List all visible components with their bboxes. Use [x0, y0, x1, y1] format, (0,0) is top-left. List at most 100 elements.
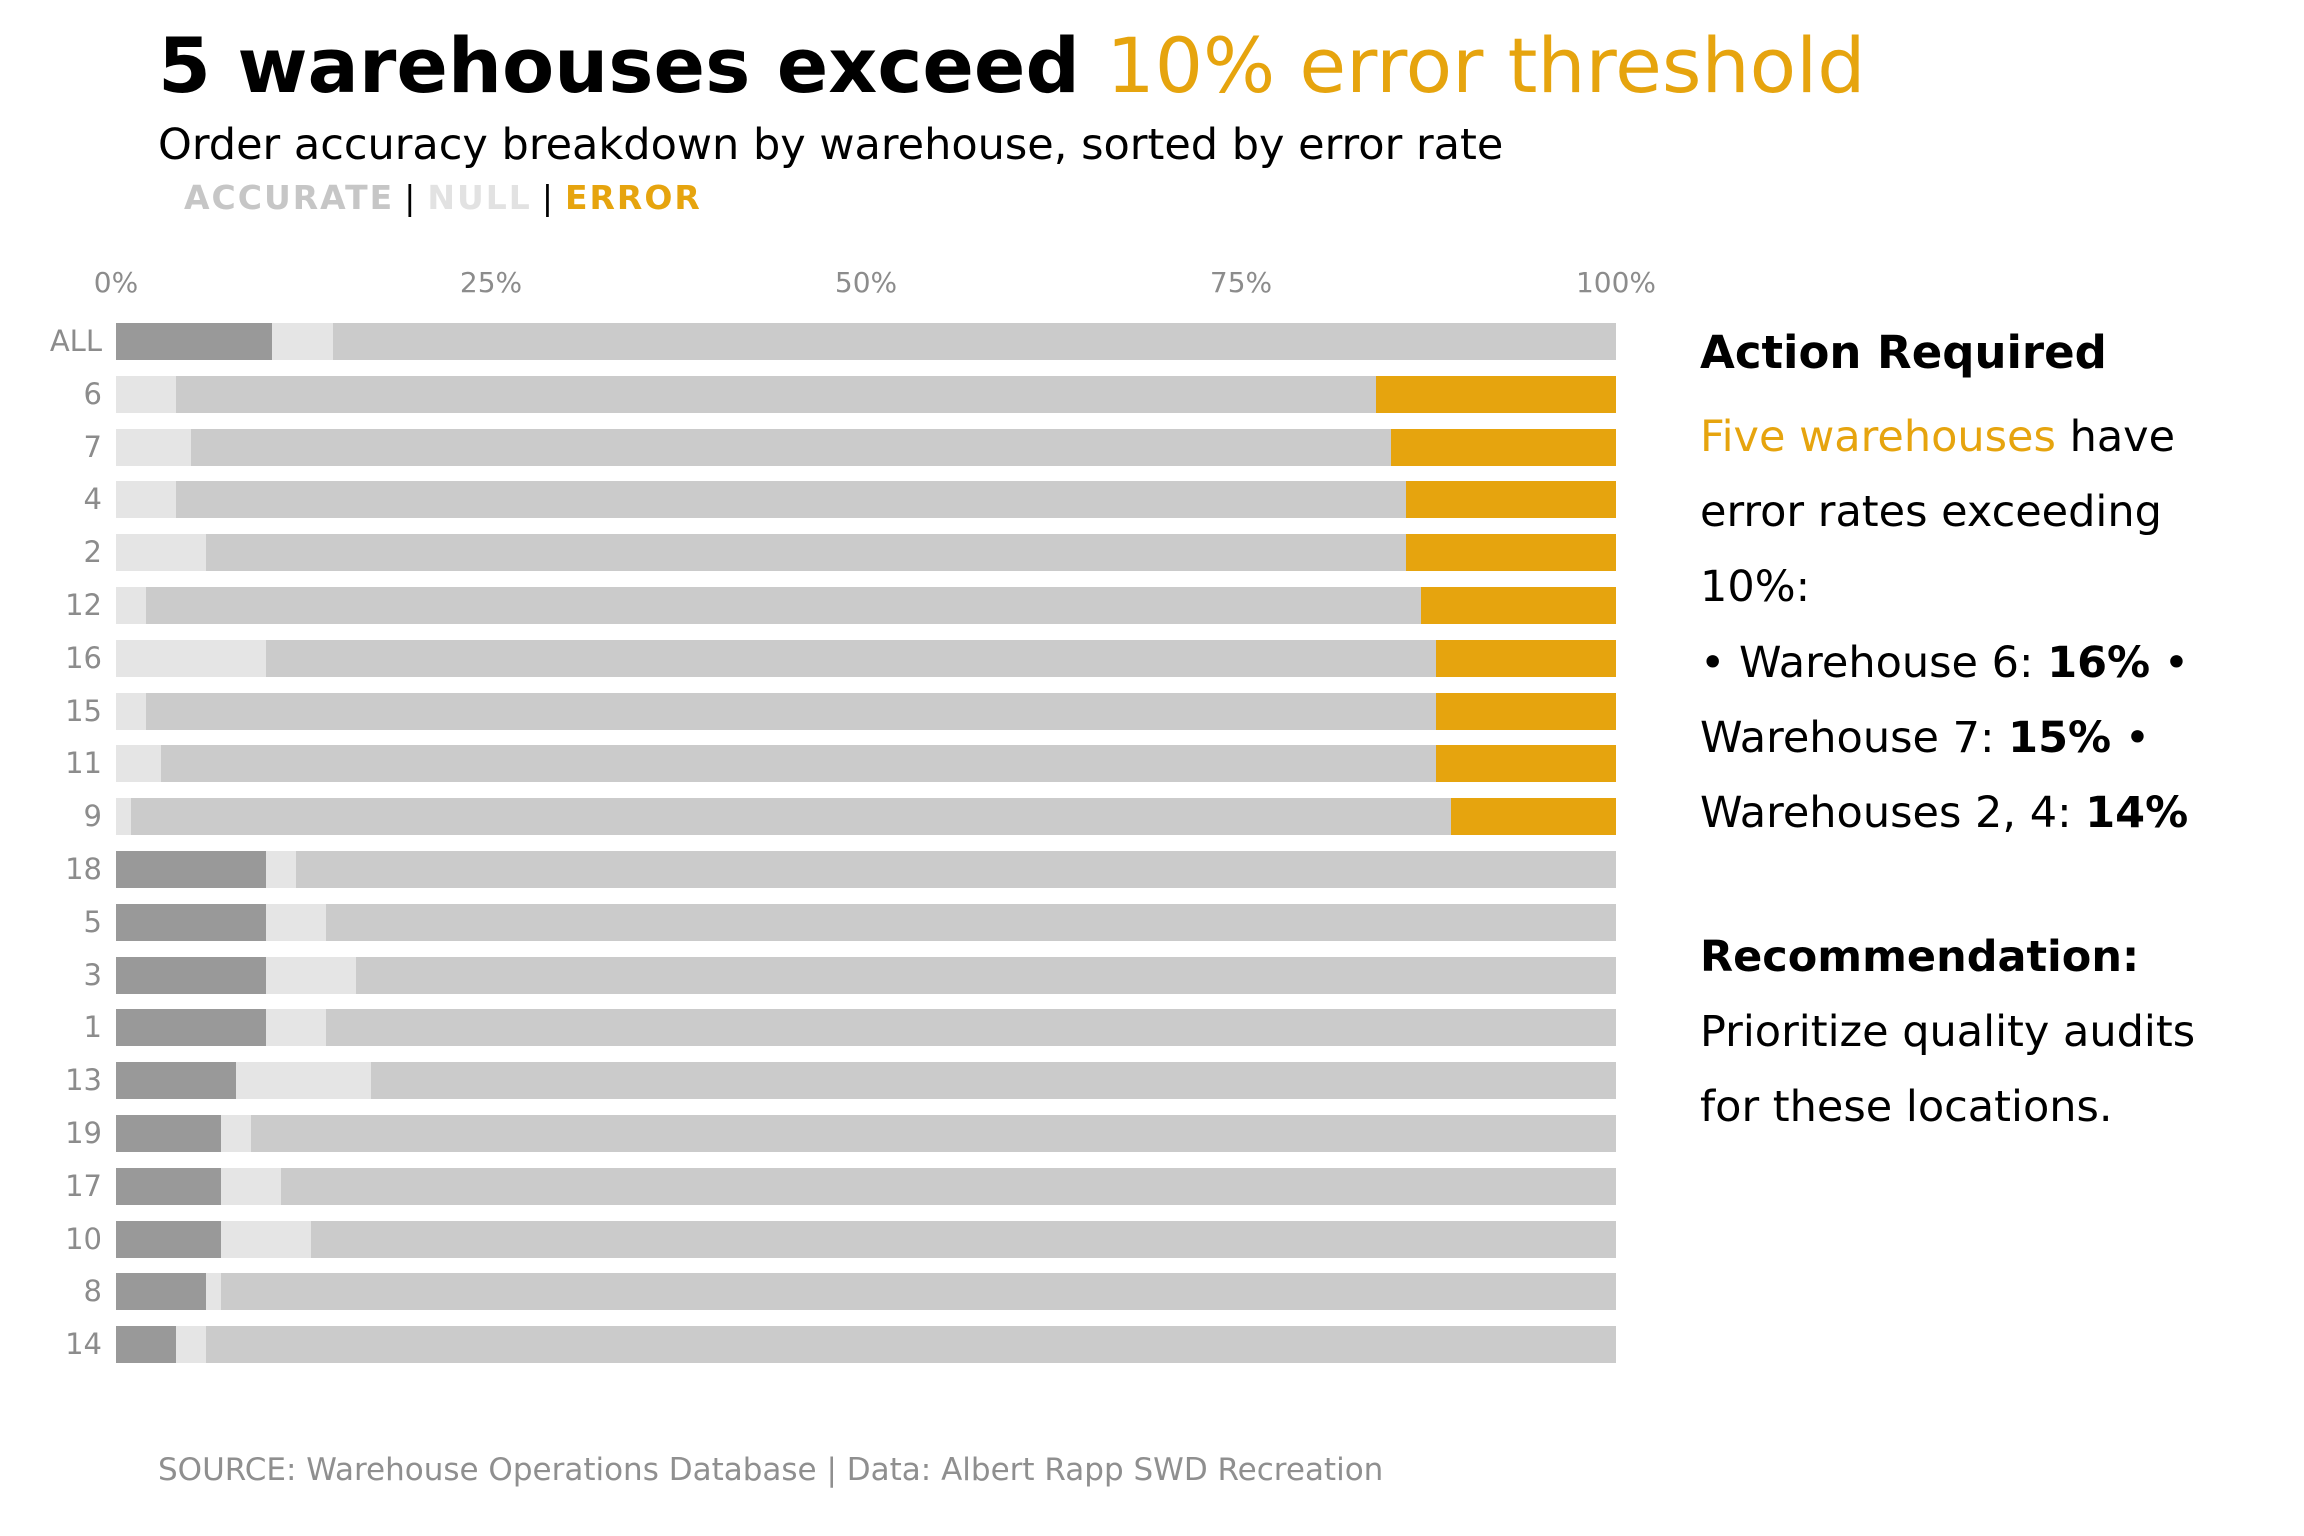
bullet-item-value: 16%: [2047, 638, 2151, 688]
bar-segment-null: [266, 903, 326, 941]
chart-row-6: 6: [0, 375, 1616, 413]
row-label: 12: [65, 588, 102, 622]
stacked-bar: [116, 956, 1616, 994]
row-label: 8: [83, 1274, 102, 1309]
chart-row-1: 1: [0, 1009, 1616, 1047]
chart-row-2: 2: [0, 534, 1616, 572]
bar-segment-accurate: [161, 745, 1436, 783]
stacked-bar: [116, 639, 1616, 677]
stacked-bar: [116, 903, 1616, 941]
bar-segment-error: [1421, 587, 1616, 624]
stacked-bar: [116, 1062, 1616, 1100]
bar-segment-error: [116, 1115, 221, 1152]
bar-segment-accurate: [356, 956, 1616, 994]
row-label: 7: [83, 429, 102, 464]
source-note: SOURCE: Warehouse Operations Database | …: [158, 1452, 1384, 1488]
row-label: 15: [65, 693, 102, 728]
row-label: 16: [65, 640, 102, 675]
row-label: 17: [65, 1168, 102, 1203]
bar-segment-null: [116, 798, 131, 836]
bar-segment-error: [1406, 534, 1616, 572]
legend: ACCURATE | NULL | ERROR: [184, 178, 702, 217]
bar-segment-null: [221, 1167, 281, 1205]
stacked-bar: [116, 481, 1616, 519]
stacked-bar: [116, 1273, 1616, 1311]
bullet-item-value: 15%: [2008, 713, 2112, 763]
stacked-bar: [116, 745, 1616, 783]
chart-row-18: 18: [0, 851, 1616, 888]
row-label: 6: [83, 376, 102, 411]
bar-segment-error: [1436, 639, 1616, 677]
bar-segment-null: [221, 1220, 311, 1258]
recommendation-label: Recommendation:: [1700, 932, 2140, 982]
bar-segment-null: [116, 375, 176, 413]
bar-segment-accurate: [146, 587, 1421, 624]
bar-segment-accurate: [281, 1167, 1616, 1205]
legend-separator: |: [541, 178, 555, 217]
row-label: 2: [83, 535, 102, 570]
x-axis-tick: 0%: [93, 266, 139, 299]
row-label: 4: [83, 482, 102, 517]
bar-segment-error: [116, 1062, 236, 1100]
panel-summary-accent: Five warehouses: [1700, 412, 2056, 462]
row-label: 10: [65, 1221, 102, 1256]
bar-segment-error: [1451, 798, 1616, 836]
chart-row-all: ALL: [0, 323, 1616, 360]
bar-segment-error: [1391, 428, 1616, 466]
stacked-bar: [116, 534, 1616, 572]
bar-segment-error: [116, 1326, 176, 1364]
bar-segment-accurate: [296, 851, 1616, 888]
stacked-bar: [116, 798, 1616, 836]
bar-segment-error: [116, 323, 272, 360]
chart-row-8: 8: [0, 1273, 1616, 1311]
chart-row-4: 4: [0, 481, 1616, 519]
bar-segment-accurate: [176, 375, 1376, 413]
bar-segment-error: [116, 1273, 206, 1311]
bar-segment-null: [271, 323, 334, 360]
bar-segment-null: [221, 1115, 251, 1152]
stacked-bar: [116, 1220, 1616, 1258]
bar-segment-error: [1376, 375, 1616, 413]
bar-segment-null: [266, 956, 356, 994]
title-main: 5 warehouses exceed: [158, 21, 1107, 110]
stacked-bar: [116, 1167, 1616, 1205]
bullet-item-text: • Warehouse 6:: [1700, 638, 2048, 688]
row-label: 11: [65, 746, 102, 781]
stacked-bar: [116, 587, 1616, 624]
chart-row-3: 3: [0, 956, 1616, 994]
stacked-bar: [116, 1009, 1616, 1047]
bar-segment-null: [116, 587, 146, 624]
bar-segment-accurate: [146, 692, 1436, 730]
panel-summary: Five warehouses have error rates exceedi…: [1700, 400, 2260, 625]
row-label: 3: [83, 957, 102, 992]
row-label: 18: [65, 852, 102, 886]
stacked-bar: [116, 851, 1616, 888]
recommendation-text: Prioritize quality audits for these loca…: [1700, 1007, 2196, 1132]
legend-separator: |: [404, 178, 418, 217]
x-axis-tick: 75%: [1209, 266, 1273, 299]
legend-null: NULL: [427, 178, 532, 217]
chart-row-11: 11: [0, 745, 1616, 783]
stacked-bar: [116, 428, 1616, 466]
stacked-bar: [116, 375, 1616, 413]
chart-row-7: 7: [0, 428, 1616, 466]
bar-segment-null: [266, 1009, 326, 1047]
bar-segment-null: [116, 481, 176, 519]
bar-segment-accurate: [191, 428, 1391, 466]
chart-row-19: 19: [0, 1115, 1616, 1152]
bar-segment-accurate: [326, 903, 1616, 941]
x-axis-tick: 50%: [834, 266, 898, 299]
bar-segment-error: [116, 903, 266, 941]
bar-segment-null: [116, 534, 206, 572]
bar-segment-error: [1436, 692, 1616, 730]
panel-heading: Action Required: [1700, 326, 2107, 379]
chart-row-15: 15: [0, 692, 1616, 730]
bar-segment-accurate: [221, 1273, 1616, 1311]
bar-segment-error: [1406, 481, 1616, 519]
stacked-bar: [116, 692, 1616, 730]
row-label: 13: [65, 1063, 102, 1098]
chart-row-12: 12: [0, 587, 1616, 624]
bar-segment-accurate: [206, 534, 1406, 572]
page-title: 5 warehouses exceed 10% error threshold: [158, 18, 1866, 113]
bar-segment-null: [176, 1326, 206, 1364]
